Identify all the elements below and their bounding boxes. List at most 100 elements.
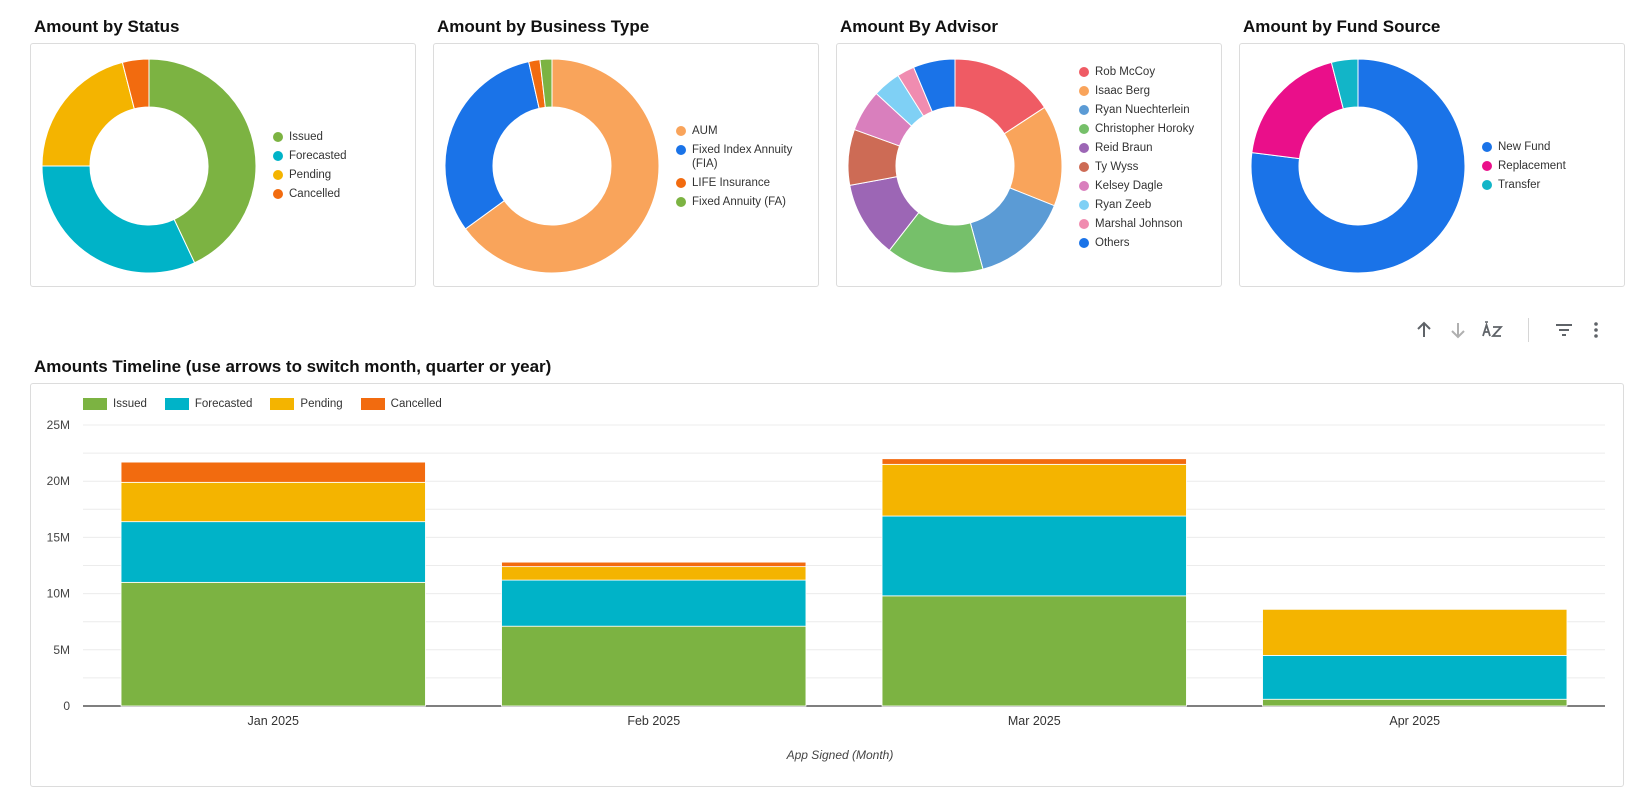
- fund-source-donut: [1250, 58, 1466, 274]
- legend-label: Ryan Zeeb: [1095, 199, 1152, 211]
- legend-label: Forecasted: [289, 150, 347, 162]
- legend-item-pending[interactable]: Pending: [273, 168, 347, 182]
- legend-label: Pending: [300, 398, 343, 410]
- status-donut: [41, 58, 257, 274]
- slice-others[interactable]: [912, 58, 956, 113]
- legend-label: AUM: [692, 125, 718, 137]
- legend-label: LIFE Insurance: [692, 177, 770, 189]
- legend-swatch: [676, 178, 686, 188]
- legend-swatch: [273, 189, 283, 199]
- legend-label: Ty Wyss: [1095, 161, 1139, 173]
- slice-cancelled[interactable]: [121, 58, 150, 110]
- legend-swatch: [273, 151, 283, 161]
- advisor-legend: Rob McCoy Isaac Berg Ryan Nuechterlein Chri…: [1079, 65, 1199, 255]
- legend-swatch: [360, 398, 385, 410]
- legend-item-cancelled[interactable]: Cancelled: [360, 397, 442, 411]
- legend-label: Issued: [289, 131, 323, 143]
- advisor-donut: [847, 58, 1063, 274]
- toolbar-separator: [1528, 318, 1529, 342]
- slice-replacement[interactable]: [1251, 61, 1344, 160]
- slice-aum[interactable]: [464, 58, 660, 274]
- fund-source-legend: New Fund Replacement Transfer: [1482, 140, 1566, 197]
- legend-item-reid-braun[interactable]: Reid Braun: [1079, 141, 1199, 155]
- fund-source-chart-card: New Fund Replacement Transfer: [1239, 43, 1625, 287]
- legend-item-ryan-zeeb[interactable]: Ryan Zeeb: [1079, 198, 1199, 212]
- legend-label: Fixed Index Annuity (FIA): [692, 144, 793, 170]
- legend-item-marshal-johnson[interactable]: Marshal Johnson: [1079, 217, 1199, 231]
- advisor-chart-card: Rob McCoy Isaac Berg Ryan Nuechterlein Chri…: [836, 43, 1222, 287]
- legend-swatch: [1482, 180, 1492, 190]
- legend-swatch: [1079, 162, 1089, 172]
- legend-item-others[interactable]: Others: [1079, 236, 1199, 250]
- legend-swatch: [270, 398, 295, 410]
- legend-label: Others: [1095, 237, 1130, 249]
- legend-item-isaac-berg[interactable]: Isaac Berg: [1079, 84, 1199, 98]
- status-chart-title: Amount by Status: [34, 17, 180, 36]
- slice-pending[interactable]: [41, 61, 135, 167]
- timeline-x-axis-title: App Signed (Month): [786, 748, 894, 762]
- legend-swatch: [1079, 143, 1089, 153]
- legend-item-life-insurance[interactable]: LIFE Insurance: [676, 176, 796, 190]
- legend-label: Cancelled: [390, 398, 442, 410]
- legend-label: Isaac Berg: [1095, 85, 1150, 97]
- legend-item-ty-wyss[interactable]: Ty Wyss: [1079, 160, 1199, 174]
- legend-item-issued[interactable]: Issued: [273, 130, 347, 144]
- slice-fixed-annuity-fa[interactable]: [539, 58, 553, 108]
- arrow-down-icon[interactable]: [1446, 318, 1470, 342]
- legend-swatch: [1079, 200, 1089, 210]
- legend-label: Cancelled: [289, 188, 341, 200]
- legend-swatch: [164, 398, 189, 410]
- more-vert-icon[interactable]: [1584, 318, 1608, 342]
- legend-item-forecasted[interactable]: Forecasted: [273, 149, 347, 163]
- business-type-chart-card: AUM Fixed Index Annuity (FIA) LIFE Insuran…: [433, 43, 819, 287]
- legend-item-ryan-nuechterlein[interactable]: Ryan Nuechterlein: [1079, 103, 1199, 117]
- business-type-legend: AUM Fixed Index Annuity (FIA) LIFE Insuran…: [676, 124, 796, 214]
- slice-transfer[interactable]: [1330, 58, 1359, 110]
- legend-item-cancelled[interactable]: Cancelled: [273, 187, 347, 201]
- legend-label: Forecasted: [194, 398, 253, 410]
- timeline-legend: Issued Forecasted Pending Cancelled: [83, 397, 460, 413]
- legend-swatch: [676, 126, 686, 136]
- fund-source-chart-title: Amount by Fund Source: [1243, 17, 1441, 36]
- legend-label: New Fund: [1498, 141, 1551, 153]
- legend-item-fixed-index-annuity-fia[interactable]: Fixed Index Annuity (FIA): [676, 143, 796, 171]
- legend-label: Christopher Horoky: [1095, 123, 1195, 135]
- legend-swatch: [1079, 238, 1089, 248]
- legend-item-issued[interactable]: Issued: [83, 397, 147, 411]
- filter-icon[interactable]: [1552, 318, 1576, 342]
- slice-new-fund[interactable]: [1250, 58, 1466, 274]
- legend-item-replacement[interactable]: Replacement: [1482, 159, 1566, 173]
- chart-toolbar: [1410, 318, 1610, 342]
- slice-fixed-index-annuity-fia[interactable]: [444, 60, 540, 230]
- legend-swatch: [1079, 86, 1089, 96]
- legend-label: Fixed Annuity (FA): [692, 196, 786, 208]
- legend-swatch: [1079, 181, 1089, 191]
- advisor-chart-title: Amount By Advisor: [840, 17, 999, 36]
- legend-swatch: [83, 398, 107, 410]
- slice-issued[interactable]: [148, 58, 257, 264]
- legend-item-new-fund[interactable]: New Fund: [1482, 140, 1566, 154]
- legend-item-christopher-horoky[interactable]: Christopher Horoky: [1079, 122, 1199, 136]
- legend-swatch: [1079, 105, 1089, 115]
- timeline-chart-card: [30, 383, 1624, 787]
- legend-swatch: [1482, 161, 1492, 171]
- legend-swatch: [1079, 124, 1089, 134]
- legend-item-pending[interactable]: Pending: [270, 397, 343, 411]
- sort-az-icon[interactable]: [1480, 318, 1504, 342]
- legend-swatch: [273, 132, 283, 142]
- legend-swatch: [1079, 67, 1089, 77]
- legend-item-rob-mccoy[interactable]: Rob McCoy: [1079, 65, 1199, 79]
- arrow-up-icon[interactable]: [1412, 318, 1436, 342]
- legend-item-fixed-annuity-fa[interactable]: Fixed Annuity (FA): [676, 195, 796, 209]
- legend-item-aum[interactable]: AUM: [676, 124, 796, 138]
- slice-forecasted[interactable]: [41, 165, 196, 274]
- legend-item-kelsey-dagle[interactable]: Kelsey Dagle: [1079, 179, 1199, 193]
- legend-label: Kelsey Dagle: [1095, 180, 1163, 192]
- legend-swatch: [676, 197, 686, 207]
- legend-label: Transfer: [1498, 179, 1541, 191]
- status-legend: Issued Forecasted Pending Cancelled: [273, 130, 347, 206]
- legend-label: Pending: [289, 169, 332, 181]
- legend-item-transfer[interactable]: Transfer: [1482, 178, 1566, 192]
- legend-item-forecasted[interactable]: Forecasted: [164, 397, 253, 411]
